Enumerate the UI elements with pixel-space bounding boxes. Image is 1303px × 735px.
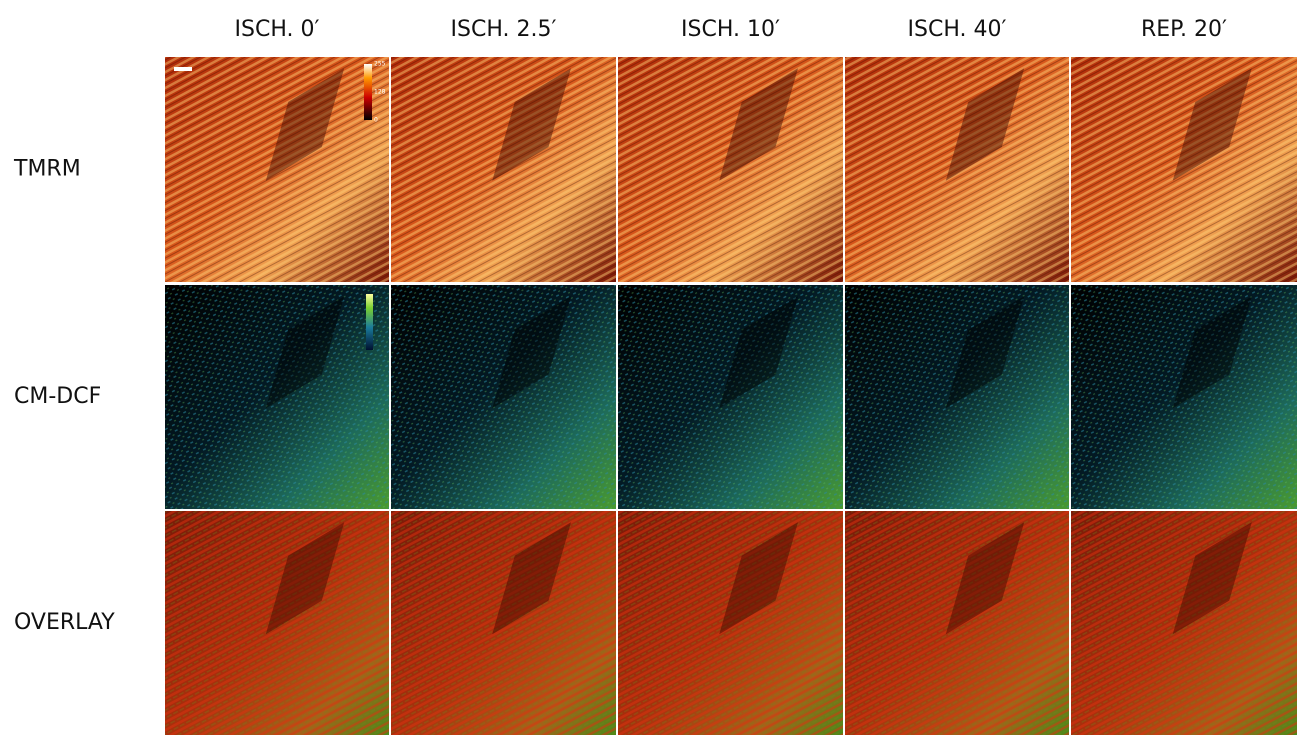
image-panel — [618, 511, 843, 735]
image-panel — [618, 57, 843, 282]
colorbar-label: 255 — [374, 61, 386, 68]
image-panel — [1071, 57, 1297, 282]
image-panel — [165, 285, 389, 509]
column-header: ISCH. 40′ — [908, 17, 1007, 42]
image-panel — [845, 511, 1069, 735]
image-panel — [618, 285, 843, 509]
colorbar-tmrm — [364, 64, 372, 120]
figure: ISCH. 0′ ISCH. 2.5′ ISCH. 10′ ISCH. 40′ REP.… — [0, 0, 1303, 735]
column-header: ISCH. 2.5′ — [451, 17, 557, 42]
row-label: CM-DCF — [14, 384, 101, 409]
column-header: ISCH. 0′ — [235, 17, 320, 42]
colorbar-label: 0 — [374, 117, 378, 124]
column-header: ISCH. 10′ — [681, 17, 780, 42]
image-panel — [1071, 285, 1297, 509]
image-panel — [391, 57, 616, 282]
row-label: TMRM — [13, 157, 81, 182]
scale-bar — [174, 67, 192, 71]
image-panel — [165, 57, 389, 282]
image-panel — [165, 511, 389, 735]
image-panel — [845, 285, 1069, 509]
image-panel — [845, 57, 1069, 282]
colorbar-dcf — [366, 294, 373, 350]
panel-grid — [165, 57, 1297, 735]
column-header: REP. 20′ — [1141, 17, 1227, 42]
image-panel — [1071, 511, 1297, 735]
colorbar-label: 128 — [374, 89, 386, 96]
row-label: OVERLAY — [14, 610, 115, 635]
image-panel — [391, 285, 616, 509]
image-panel — [391, 511, 616, 735]
